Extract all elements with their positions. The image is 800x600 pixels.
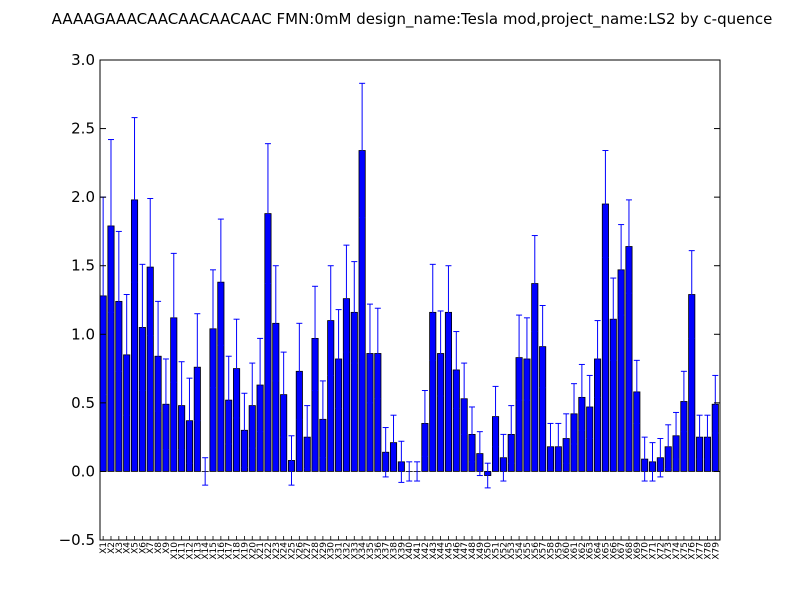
x-tick-label: X50 [484, 542, 494, 560]
y-axis: −0.5 0.0 0.5 1.0 1.5 2.0 2.5 3.0 [59, 51, 720, 549]
x-tick-label: X45 [444, 542, 454, 560]
x-tick-label: X21 [256, 542, 266, 560]
x-tick-label: X8 [154, 542, 164, 554]
x-tick-label: X13 [193, 542, 203, 560]
x-tick-label: X73 [664, 542, 674, 560]
x-tick-label: X61 [570, 542, 580, 560]
x-tick-label: X9 [162, 542, 172, 554]
x-tick-label: X14 [201, 542, 211, 560]
x-tick-label: X10 [170, 542, 180, 560]
x-tick-label: X30 [327, 542, 337, 560]
x-tick-label: X17 [225, 542, 235, 560]
bars-layer [99, 150, 719, 476]
x-tick-label: X59 [554, 542, 564, 560]
x-tick-label: X25 [287, 542, 297, 560]
x-tick-label: X34 [358, 542, 368, 560]
x-tick-label: X42 [421, 542, 431, 560]
x-tick-label: X51 [492, 542, 502, 560]
x-tick-label: X28 [311, 542, 321, 560]
x-tick-label: X58 [546, 542, 556, 560]
y-tick-label: 2.5 [71, 120, 95, 138]
x-tick-label: X43 [429, 542, 439, 560]
x-tick-label: X66 [609, 542, 619, 560]
x-tick-label: X47 [460, 542, 470, 560]
x-tick-label: X23 [272, 542, 282, 560]
x-tick-label: X75 [680, 542, 690, 560]
x-tick-label: X68 [625, 542, 635, 560]
x-tick-label: X27 [303, 542, 313, 560]
y-tick-label: 0.0 [71, 462, 95, 480]
x-tick-label: X77 [696, 542, 706, 560]
x-tick-label: X31 [335, 542, 345, 560]
x-tick-label: X37 [382, 542, 392, 560]
x-tick-label: X22 [264, 542, 274, 560]
x-tick-label: X24 [280, 542, 290, 560]
x-tick-label: X29 [319, 542, 329, 560]
error-bars-layer [100, 82, 719, 489]
x-tick-label: X19 [240, 542, 250, 560]
x-tick-label: X7 [146, 542, 156, 554]
x-tick-label: X16 [217, 542, 227, 560]
x-tick-label: X55 [523, 542, 533, 560]
x-tick-label: X54 [515, 542, 525, 560]
x-tick-label: X5 [131, 542, 141, 554]
x-tick-label: X39 [397, 542, 407, 560]
x-tick-label: X40 [405, 542, 415, 560]
x-tick-label: X49 [476, 542, 486, 560]
x-tick-label: X4 [123, 542, 133, 554]
x-tick-label: X71 [649, 542, 659, 560]
x-tick-label: X64 [594, 542, 604, 560]
x-tick-label: X3 [115, 542, 125, 554]
x-tick-label: X79 [711, 542, 721, 560]
x-tick-label: X38 [390, 542, 400, 560]
x-tick-label: X18 [233, 542, 243, 560]
x-tick-label: X62 [578, 542, 588, 560]
x-tick-label: X65 [601, 542, 611, 560]
x-tick-label: X53 [507, 542, 517, 560]
x-tick-label: X2 [107, 542, 117, 554]
x-tick-label: X35 [366, 542, 376, 560]
x-tick-label: X74 [672, 542, 682, 560]
x-tick-label: X44 [437, 542, 447, 560]
y-tick-label: −0.5 [59, 531, 95, 549]
x-tick-label: X12 [185, 542, 195, 560]
x-tick-label: X46 [452, 542, 462, 560]
x-tick-label: X67 [617, 542, 627, 560]
x-tick-label: X33 [350, 542, 360, 560]
x-tick-label: X11 [178, 542, 188, 560]
x-tick-label: X6 [138, 542, 148, 554]
x-tick-label: X70 [641, 542, 651, 560]
x-tick-label: X69 [633, 542, 643, 560]
x-tick-label: X41 [413, 542, 423, 560]
x-tick-label: X76 [688, 542, 698, 560]
x-tick-label: X36 [374, 542, 384, 560]
chart-title: AAAAGAAACAACAACAACAAC FMN:0mM design_nam… [52, 10, 773, 29]
x-tick-label: X78 [703, 542, 713, 560]
x-tick-label: X60 [562, 542, 572, 560]
y-tick-label: 1.5 [71, 257, 95, 275]
x-tick-label: X32 [342, 542, 352, 560]
x-tick-label: X63 [586, 542, 596, 560]
y-tick-label: 3.0 [71, 51, 95, 69]
x-tick-label: X26 [295, 542, 305, 560]
x-tick-label: X52 [499, 542, 509, 560]
x-tick-label: X15 [209, 542, 219, 560]
x-tick-label: X1 [99, 542, 109, 554]
y-tick-label: 1.0 [71, 325, 95, 343]
x-axis: X1X2X3X4X5X6X7X8X9X10X11X12X13X14X15X16X… [99, 536, 721, 560]
plot-area-frame [99, 59, 721, 541]
x-tick-label: X48 [468, 542, 478, 560]
x-tick-label: X57 [539, 542, 549, 560]
x-tick-label: X72 [656, 542, 666, 560]
x-tick-label: X20 [248, 542, 258, 560]
y-tick-label: 0.5 [71, 394, 95, 412]
y-tick-label: 2.0 [71, 188, 95, 206]
x-tick-label: X56 [531, 542, 541, 560]
